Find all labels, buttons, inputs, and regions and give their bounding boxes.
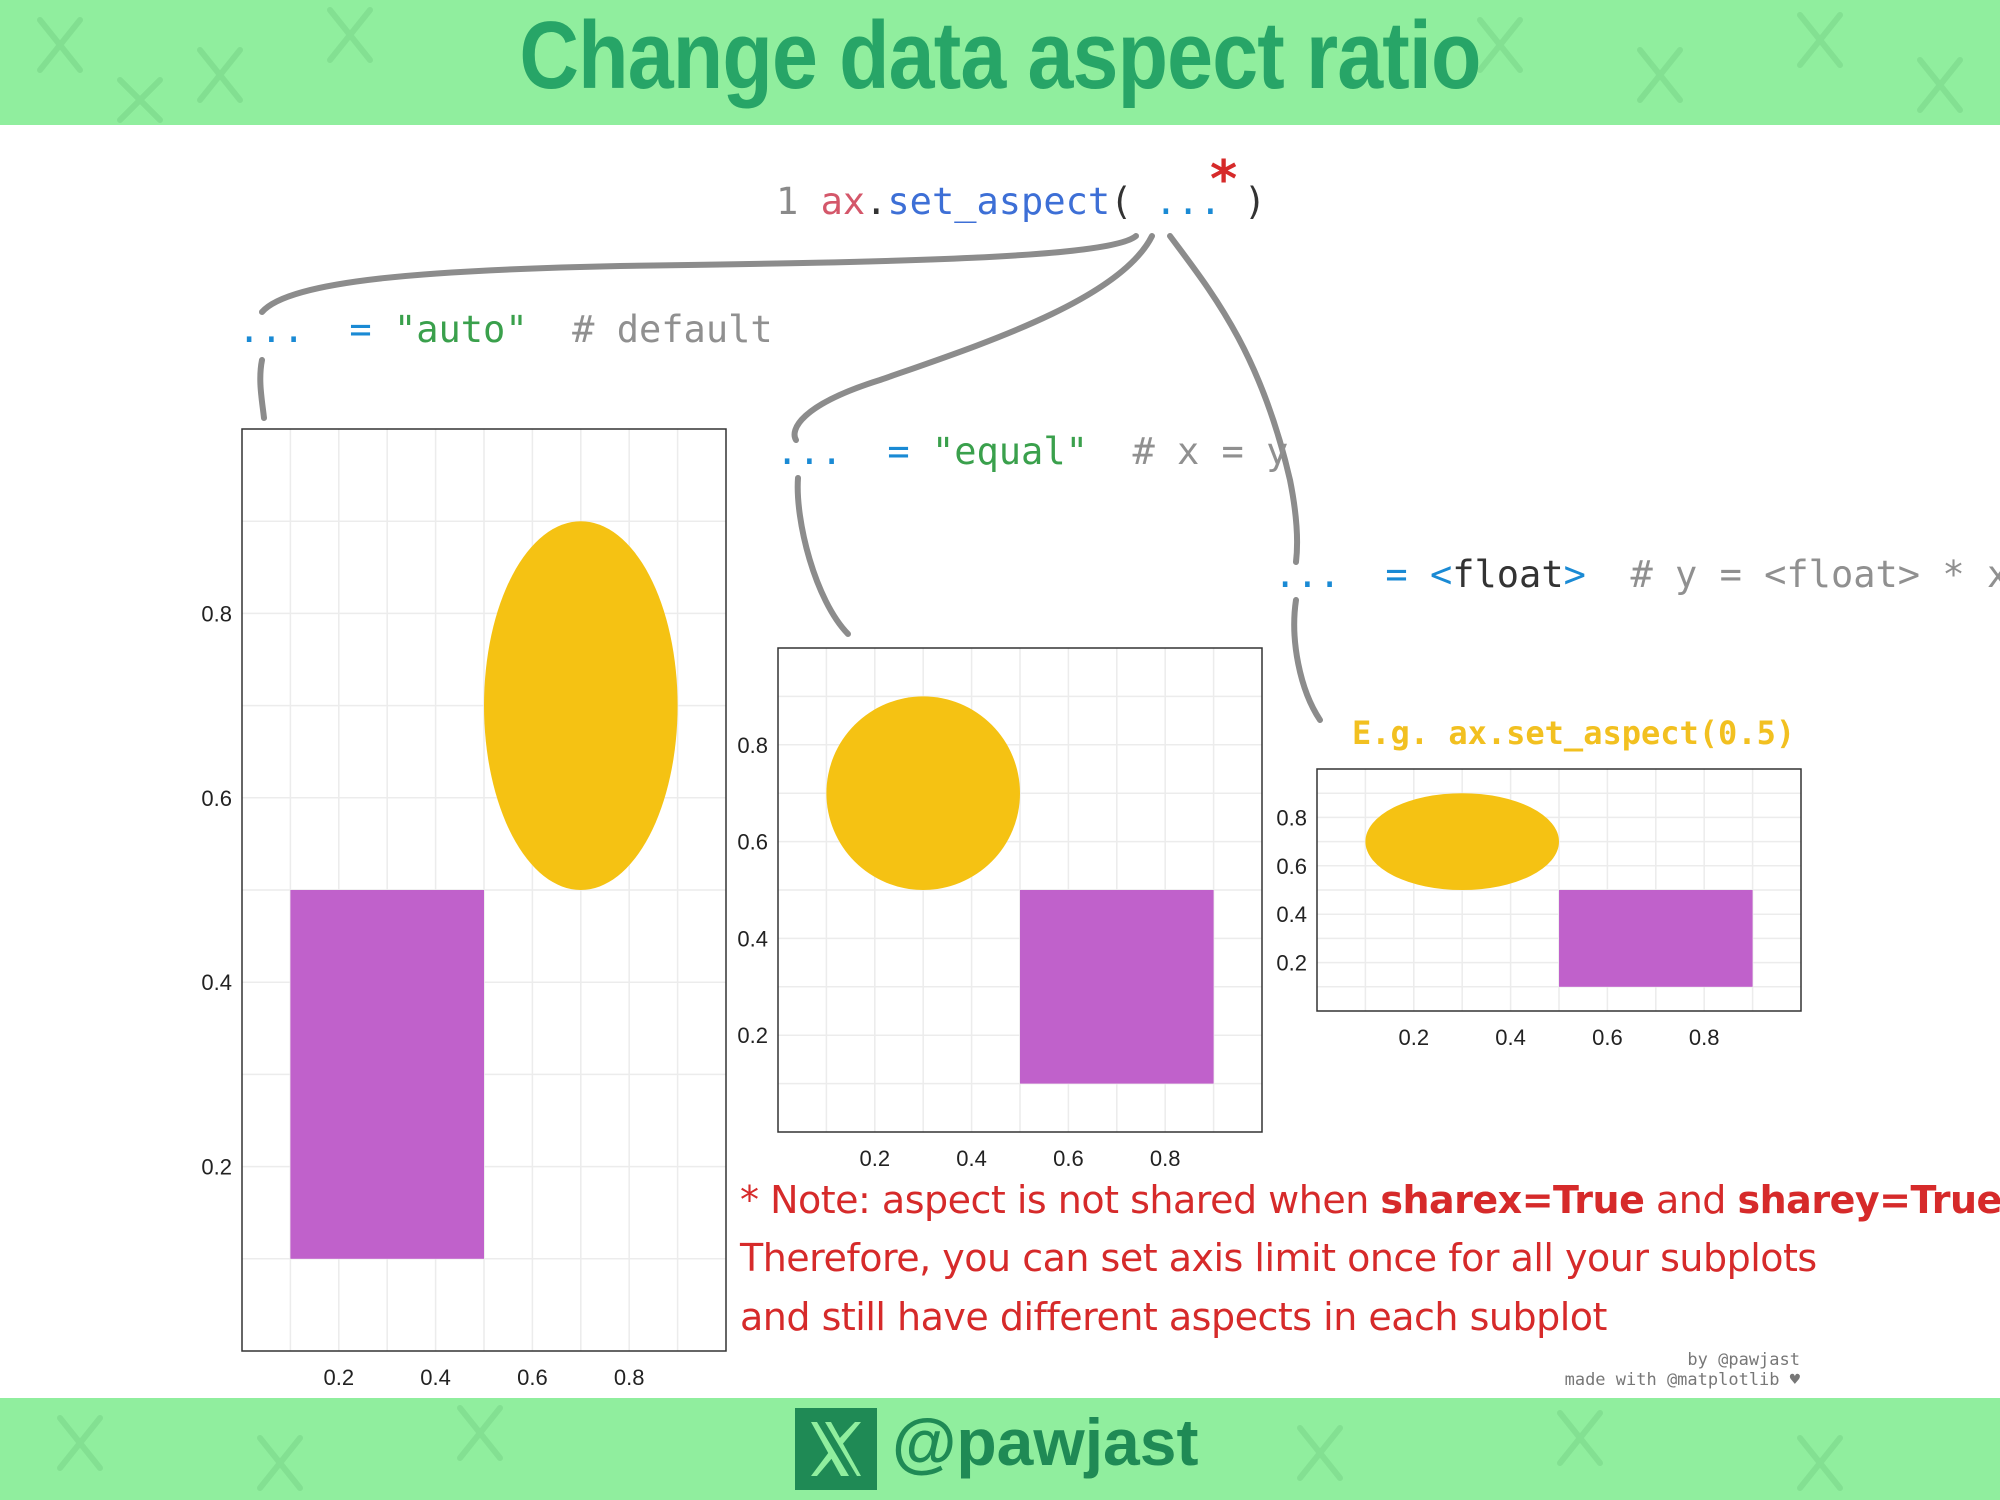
note-sharey: sharey=True	[1737, 1178, 2000, 1222]
option-comment: # x = y	[1132, 430, 1289, 473]
header-pattern	[37, 7, 1963, 123]
y-tick-label: 0.4	[201, 970, 232, 995]
option-float: ... = <float> # y = <float> * x	[1274, 553, 2000, 596]
x-tick-label: 0.6	[517, 1365, 548, 1390]
note-line-2: Therefore, you can set axis limit once f…	[740, 1236, 1817, 1280]
note-sharex: sharex=True	[1380, 1178, 1645, 1222]
x-tick-label: 0.2	[1399, 1025, 1430, 1050]
x-tick-label: 0.4	[420, 1365, 451, 1390]
line-number: 1	[776, 180, 799, 223]
y-tick-label: 0.6	[1276, 854, 1307, 879]
option-equal: ... = "equal" # x = y	[776, 430, 1288, 473]
x-tick-label: 0.4	[1495, 1025, 1526, 1050]
connector-equal-down	[794, 475, 851, 637]
rectangle-mark	[1559, 890, 1753, 987]
connector-float-down	[1291, 597, 1323, 723]
code-dot: .	[865, 180, 888, 223]
x-tick-label: 0.8	[1150, 1146, 1181, 1171]
code-method: set_aspect	[887, 180, 1111, 223]
y-tick-label: 0.6	[201, 786, 232, 811]
rectangle-mark	[290, 890, 484, 1259]
code-object: ax	[820, 180, 866, 223]
asterisk-mark: *	[1210, 150, 1238, 210]
plot-frame	[1316, 768, 1802, 1012]
x-tick-label: 0.4	[956, 1146, 987, 1171]
x-tick-label: 0.8	[614, 1365, 645, 1390]
option-comment: # y = <float> * x	[1630, 553, 2000, 596]
y-tick-label: 0.2	[1276, 951, 1307, 976]
credit-author: by @pawjast	[1687, 1350, 1800, 1370]
option-auto: ... = "auto" # default	[238, 308, 773, 351]
ellipse-mark	[826, 696, 1020, 890]
code-line: 1 ax.set_aspect( ... )	[776, 180, 1266, 223]
option-comment: # default	[572, 308, 773, 351]
note-line-1: * Note: aspect is not shared when sharex…	[740, 1178, 2000, 1222]
credit-made-with: made with @matplotlib ♥	[1564, 1370, 1800, 1390]
footer-pattern	[57, 1405, 1843, 1491]
y-tick-label: 0.4	[737, 926, 768, 951]
chart-1: 0.2 0.4 0.6 0.8 0.2 0.4 0.6 0.8	[201, 428, 727, 1390]
option-value: "auto"	[393, 308, 528, 351]
ellipse-mark	[1365, 793, 1559, 890]
footer-handle[interactable]: @pawjast	[892, 1405, 1199, 1479]
y-tick-label: 0.2	[737, 1023, 768, 1048]
x-tick-label: 0.2	[860, 1146, 891, 1171]
note-prefix: * Note: aspect is not shared when	[740, 1178, 1381, 1222]
header-band: Change data aspect ratio	[0, 0, 2000, 125]
connector-equal	[791, 233, 1155, 443]
y-tick-label: 0.8	[1276, 805, 1307, 830]
code-close-paren: )	[1243, 180, 1267, 223]
plot-frame	[241, 428, 727, 1352]
option-value-close: >	[1563, 553, 1586, 596]
x-tick-label: 0.2	[324, 1365, 355, 1390]
y-tick-label: 0.2	[201, 1155, 232, 1180]
x-tick-label: 0.8	[1689, 1025, 1720, 1050]
option-value: "equal"	[931, 430, 1088, 473]
x-tick-label: 0.6	[1592, 1025, 1623, 1050]
code-ellipsis: ...	[1154, 180, 1222, 223]
rectangle-mark	[1020, 890, 1214, 1084]
footer-band	[0, 1398, 2000, 1500]
option-ellipsis: ...	[1274, 553, 1341, 596]
connector-auto	[259, 233, 1139, 315]
option-ellipsis: ...	[776, 430, 843, 473]
x-logo-icon[interactable]	[795, 1408, 877, 1490]
note-and: and	[1644, 1178, 1738, 1222]
example-label: E.g. ax.set_aspect(0.5)	[1352, 714, 1796, 752]
ellipse-mark	[484, 521, 678, 890]
connector-auto-down	[257, 357, 267, 421]
chart-2: 0.2 0.4 0.6 0.8 0.2 0.4 0.6 0.8	[737, 647, 1263, 1171]
y-tick-label: 0.4	[1276, 902, 1307, 927]
y-tick-label: 0.8	[737, 733, 768, 758]
plot-frame	[777, 647, 1263, 1133]
option-value-open: <	[1429, 553, 1453, 596]
option-equals: =	[349, 308, 372, 351]
page-title: Change data aspect ratio	[519, 2, 1481, 109]
y-tick-label: 0.8	[201, 601, 232, 626]
option-equals: =	[887, 430, 910, 473]
note-line-3: and still have different aspects in each…	[740, 1295, 1607, 1339]
x-tick-label: 0.6	[1053, 1146, 1084, 1171]
code-open-paren: (	[1110, 180, 1133, 223]
option-equals: =	[1385, 553, 1408, 596]
option-value-type: float	[1452, 553, 1564, 596]
y-tick-label: 0.6	[737, 830, 768, 855]
option-ellipsis: ...	[238, 308, 305, 351]
connector-float	[1167, 233, 1301, 565]
chart-3: 0.2 0.4 0.6 0.8 0.2 0.4 0.6 0.8	[1276, 768, 1802, 1050]
